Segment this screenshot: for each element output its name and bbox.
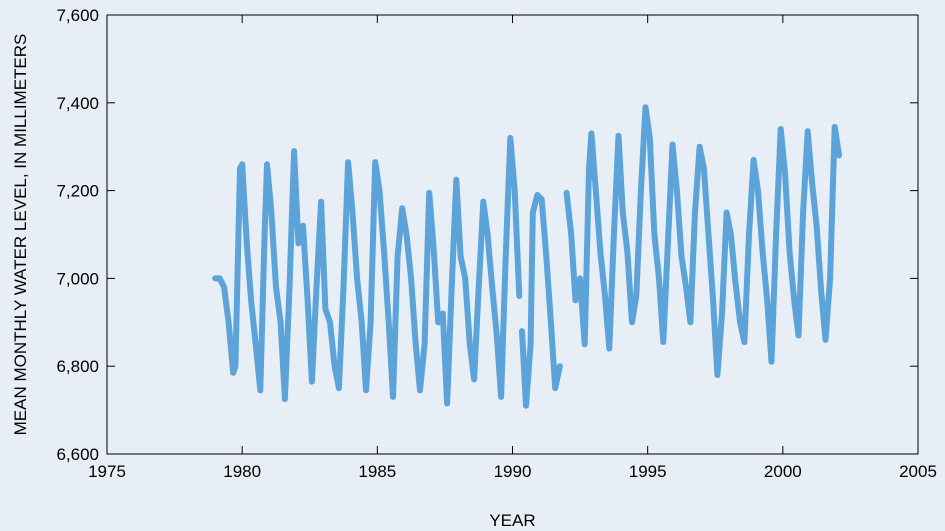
water-level-series-line bbox=[212, 104, 843, 409]
plot-area bbox=[106, 14, 919, 455]
y-axis-label: MEAN MONTHLY WATER LEVEL, IN MILLIMETERS bbox=[11, 34, 30, 436]
y-tick-label: 6,600 bbox=[56, 445, 99, 464]
y-tick-label: 7,600 bbox=[56, 6, 99, 25]
axis-tick-labels: 1975 1980 1985 1990 1995 2000 2005 6,600 6,800 7,… bbox=[56, 6, 936, 481]
x-tick-label: 2005 bbox=[899, 462, 937, 481]
x-tick-label: 1995 bbox=[629, 462, 667, 481]
x-tick-label: 1980 bbox=[223, 462, 261, 481]
y-tick-label: 6,800 bbox=[56, 357, 99, 376]
x-tick-label: 2000 bbox=[764, 462, 802, 481]
y-tick-label: 7,400 bbox=[56, 94, 99, 113]
x-tick-label: 1990 bbox=[494, 462, 532, 481]
axis-ticks bbox=[106, 14, 919, 455]
y-tick-label: 7,000 bbox=[56, 269, 99, 288]
x-tick-label: 1975 bbox=[88, 462, 126, 481]
x-axis-label: YEAR bbox=[489, 511, 535, 530]
x-tick-label: 1985 bbox=[358, 462, 396, 481]
y-tick-label: 7,200 bbox=[56, 182, 99, 201]
